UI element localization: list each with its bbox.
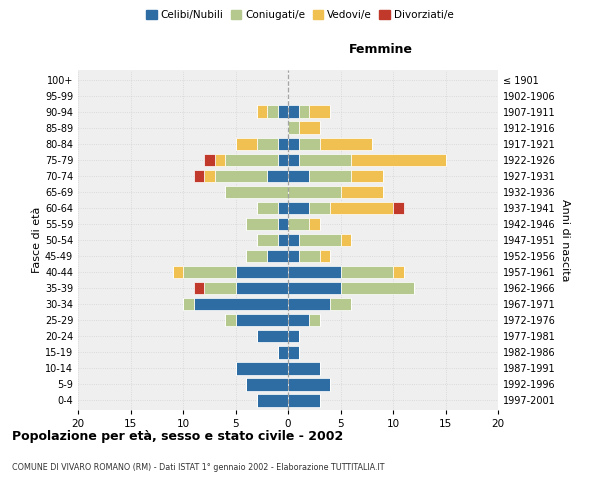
Bar xyxy=(257,394,288,406)
Bar xyxy=(309,202,330,214)
Bar xyxy=(235,138,257,150)
Bar xyxy=(288,106,299,118)
Bar xyxy=(225,314,235,326)
Bar xyxy=(235,314,288,326)
Bar xyxy=(288,378,330,390)
Bar xyxy=(277,202,288,214)
Bar xyxy=(257,202,277,214)
Bar xyxy=(288,218,309,230)
Text: COMUNE DI VIVARO ROMANO (RM) - Dati ISTAT 1° gennaio 2002 - Elaborazione TUTTITA: COMUNE DI VIVARO ROMANO (RM) - Dati ISTA… xyxy=(12,462,385,471)
Bar xyxy=(277,154,288,166)
Bar xyxy=(288,234,299,246)
Bar xyxy=(341,266,393,278)
Text: Popolazione per età, sesso e stato civile - 2002: Popolazione per età, sesso e stato civil… xyxy=(12,430,343,443)
Y-axis label: Fasce di età: Fasce di età xyxy=(32,207,42,273)
Bar xyxy=(299,234,341,246)
Bar xyxy=(330,202,393,214)
Bar xyxy=(183,298,193,310)
Bar xyxy=(288,202,309,214)
Bar xyxy=(235,266,288,278)
Bar xyxy=(257,138,277,150)
Bar xyxy=(288,154,299,166)
Bar xyxy=(288,362,320,374)
Bar xyxy=(277,218,288,230)
Bar xyxy=(225,154,277,166)
Bar xyxy=(288,122,299,134)
Bar xyxy=(341,234,351,246)
Text: Femmine: Femmine xyxy=(349,44,412,57)
Bar xyxy=(288,330,299,342)
Bar xyxy=(204,170,215,182)
Bar xyxy=(277,346,288,358)
Bar xyxy=(246,378,288,390)
Bar xyxy=(193,298,288,310)
Bar xyxy=(267,250,288,262)
Bar xyxy=(257,330,288,342)
Bar xyxy=(277,106,288,118)
Bar xyxy=(299,138,320,150)
Bar xyxy=(288,186,341,198)
Bar xyxy=(393,266,404,278)
Bar xyxy=(288,170,309,182)
Bar xyxy=(351,154,445,166)
Bar xyxy=(299,106,309,118)
Bar xyxy=(204,282,235,294)
Bar xyxy=(225,186,288,198)
Bar xyxy=(235,362,288,374)
Bar xyxy=(173,266,183,278)
Bar xyxy=(299,122,320,134)
Bar xyxy=(215,154,225,166)
Bar xyxy=(288,394,320,406)
Bar xyxy=(267,170,288,182)
Bar xyxy=(299,250,320,262)
Bar xyxy=(330,298,351,310)
Bar xyxy=(235,282,288,294)
Bar xyxy=(320,138,372,150)
Bar xyxy=(183,266,235,278)
Bar xyxy=(393,202,404,214)
Bar xyxy=(215,170,267,182)
Bar xyxy=(277,138,288,150)
Bar xyxy=(288,266,341,278)
Bar xyxy=(288,138,299,150)
Bar xyxy=(246,250,267,262)
Bar xyxy=(288,346,299,358)
Y-axis label: Anni di nascita: Anni di nascita xyxy=(560,198,569,281)
Bar xyxy=(193,170,204,182)
Bar xyxy=(309,314,320,326)
Bar xyxy=(309,218,320,230)
Bar xyxy=(204,154,215,166)
Bar xyxy=(277,234,288,246)
Bar xyxy=(288,282,341,294)
Bar xyxy=(341,186,383,198)
Bar xyxy=(246,218,277,230)
Bar xyxy=(320,250,330,262)
Bar xyxy=(299,154,351,166)
Bar xyxy=(288,314,309,326)
Bar xyxy=(288,298,330,310)
Bar xyxy=(341,282,414,294)
Legend: Celibi/Nubili, Coniugati/e, Vedovi/e, Divorziati/e: Celibi/Nubili, Coniugati/e, Vedovi/e, Di… xyxy=(144,8,456,22)
Bar xyxy=(267,106,277,118)
Bar xyxy=(288,250,299,262)
Bar xyxy=(309,170,351,182)
Bar xyxy=(257,234,277,246)
Bar xyxy=(193,282,204,294)
Bar xyxy=(257,106,267,118)
Bar xyxy=(309,106,330,118)
Bar xyxy=(351,170,383,182)
